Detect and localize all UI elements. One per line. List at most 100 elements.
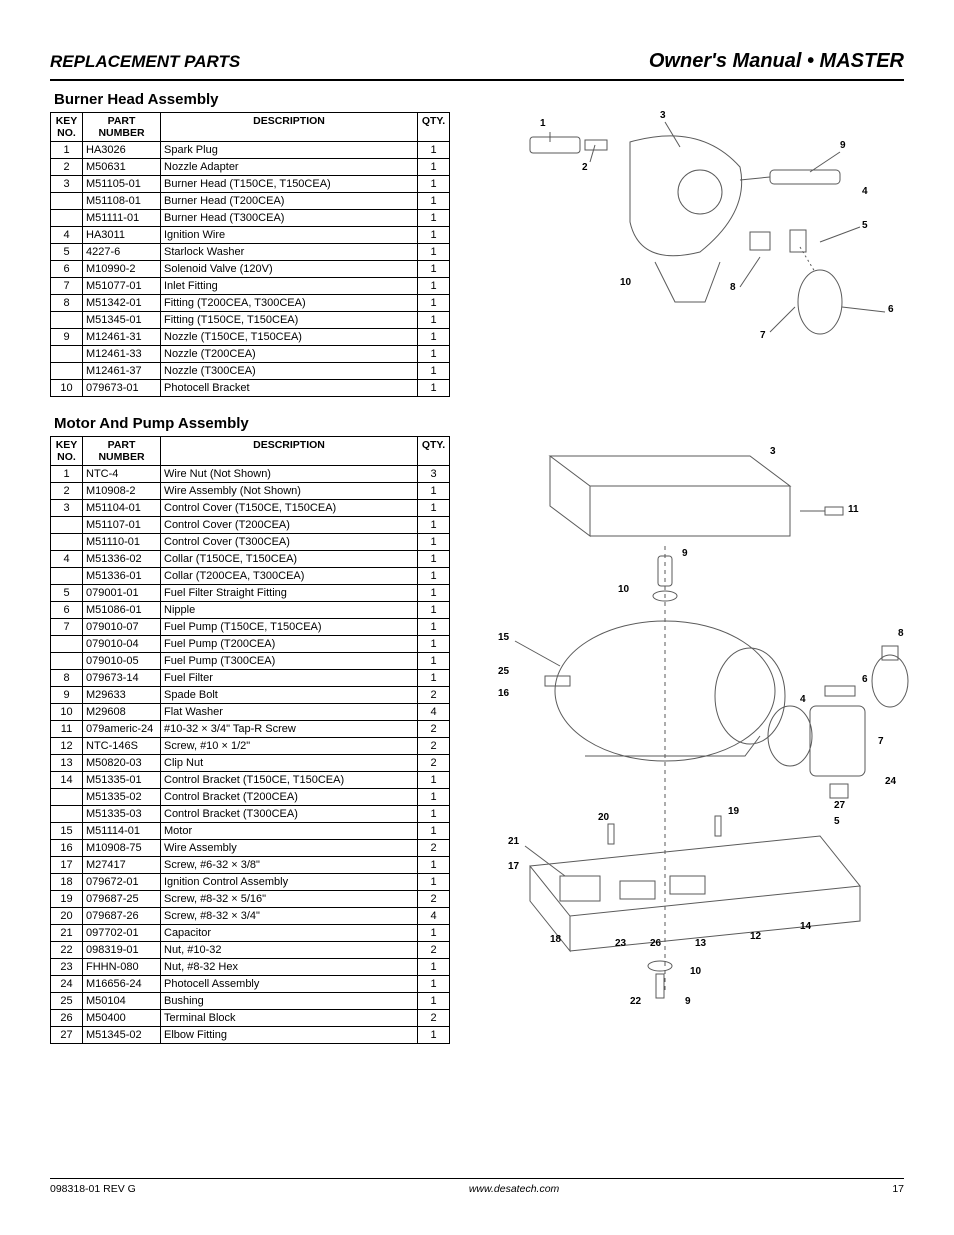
footer-right: 17 bbox=[892, 1183, 904, 1195]
table-cell: M51111-01 bbox=[83, 210, 161, 227]
table-cell: 2 bbox=[418, 891, 450, 908]
callout-4: 4 bbox=[862, 186, 868, 197]
table-cell: M50400 bbox=[83, 1010, 161, 1027]
table-cell: Ignition Wire bbox=[161, 227, 418, 244]
mcall-25: 25 bbox=[498, 666, 509, 677]
table-row: M12461-33Nozzle (T200CEA)1 bbox=[51, 346, 450, 363]
table-cell: 10 bbox=[51, 380, 83, 397]
table-cell: M51107-01 bbox=[83, 517, 161, 534]
callout-8: 8 bbox=[730, 282, 736, 293]
mcall-20: 20 bbox=[598, 812, 609, 823]
section-title-motor: Motor And Pump Assembly bbox=[54, 415, 904, 432]
burner-exploded-view: 1 2 3 9 4 5 6 7 8 10 bbox=[490, 112, 904, 392]
callout-6: 6 bbox=[888, 304, 894, 315]
table-cell: Photocell Bracket bbox=[161, 380, 418, 397]
table-cell: M51105-01 bbox=[83, 176, 161, 193]
table-cell: 1 bbox=[418, 159, 450, 176]
table-cell: Control Cover (T150CE, T150CEA) bbox=[161, 500, 418, 517]
table-cell: 23 bbox=[51, 959, 83, 976]
table-cell: 1 bbox=[418, 295, 450, 312]
table-cell: 1 bbox=[418, 227, 450, 244]
table-cell: M27417 bbox=[83, 857, 161, 874]
table-cell: 1 bbox=[418, 959, 450, 976]
table-cell: 1 bbox=[418, 568, 450, 585]
table-cell: Nozzle (T300CEA) bbox=[161, 363, 418, 380]
table-cell: M12461-37 bbox=[83, 363, 161, 380]
motor-parts-table: KEY NO. PART NUMBER DESCRIPTION QTY. 1NT… bbox=[50, 436, 450, 1044]
table-cell: 079687-26 bbox=[83, 908, 161, 925]
mcall-14: 14 bbox=[800, 921, 811, 932]
table-cell: 079010-04 bbox=[83, 636, 161, 653]
table-cell: Screw, #8-32 × 5/16" bbox=[161, 891, 418, 908]
table-cell: 1 bbox=[418, 789, 450, 806]
page-root: REPLACEMENT PARTS Owner's Manual • MASTE… bbox=[0, 0, 954, 1235]
table-cell: M10990-2 bbox=[83, 261, 161, 278]
mcall-19: 19 bbox=[728, 806, 739, 817]
table-cell: 24 bbox=[51, 976, 83, 993]
table-header-row: KEY NO. PART NUMBER DESCRIPTION QTY. bbox=[51, 113, 450, 142]
table-cell: 19 bbox=[51, 891, 83, 908]
table-cell: Control Cover (T300CEA) bbox=[161, 534, 418, 551]
table-cell: 11 bbox=[51, 721, 83, 738]
table-cell: 1 bbox=[418, 976, 450, 993]
footer-left: 098318-01 REV G bbox=[50, 1183, 136, 1195]
table-cell: 079673-14 bbox=[83, 670, 161, 687]
table-row: 4M51336-02Collar (T150CE, T150CEA)1 bbox=[51, 551, 450, 568]
table-cell: Clip Nut bbox=[161, 755, 418, 772]
table-cell: Nozzle (T150CE, T150CEA) bbox=[161, 329, 418, 346]
table-cell: HA3026 bbox=[83, 142, 161, 159]
table-cell: Nut, #10-32 bbox=[161, 942, 418, 959]
mcall-11: 11 bbox=[848, 504, 859, 515]
table-row: 5079001-01Fuel Filter Straight Fitting1 bbox=[51, 585, 450, 602]
table-cell: 5 bbox=[51, 585, 83, 602]
callout-7: 7 bbox=[760, 330, 766, 341]
table-cell: Burner Head (T150CE, T150CEA) bbox=[161, 176, 418, 193]
table-header-row: KEY NO. PART NUMBER DESCRIPTION QTY. bbox=[51, 437, 450, 466]
table-row: 27M51345-02Elbow Fitting1 bbox=[51, 1027, 450, 1044]
col-qty: QTY. bbox=[418, 437, 450, 466]
mcall-23: 23 bbox=[615, 938, 626, 949]
table-cell: 25 bbox=[51, 993, 83, 1010]
table-cell: M12461-31 bbox=[83, 329, 161, 346]
table-row: 11079americ-24#10-32 × 3/4" Tap-R Screw2 bbox=[51, 721, 450, 738]
table-row: 4HA3011Ignition Wire1 bbox=[51, 227, 450, 244]
table-cell: 9 bbox=[51, 329, 83, 346]
table-row: 26M50400Terminal Block2 bbox=[51, 1010, 450, 1027]
table-row: 10M29608Flat Washer4 bbox=[51, 704, 450, 721]
table-row: M51335-03Control Bracket (T300CEA)1 bbox=[51, 806, 450, 823]
motor-table-wrap: KEY NO. PART NUMBER DESCRIPTION QTY. 1NT… bbox=[50, 436, 450, 1044]
table-cell: 2 bbox=[418, 738, 450, 755]
table-cell: 1 bbox=[418, 993, 450, 1010]
table-cell: Spade Bolt bbox=[161, 687, 418, 704]
col-part: PART NUMBER bbox=[83, 113, 161, 142]
table-cell bbox=[51, 346, 83, 363]
motor-diagram-wrap: 3 11 9 10 15 25 16 8 6 4 7 24 27 5 20 19… bbox=[490, 436, 904, 1026]
table-cell: 079001-01 bbox=[83, 585, 161, 602]
table-cell: 1 bbox=[418, 806, 450, 823]
table-cell: 6 bbox=[51, 602, 83, 619]
table-cell: Nipple bbox=[161, 602, 418, 619]
table-cell: 1 bbox=[418, 1027, 450, 1044]
callout-3: 3 bbox=[660, 110, 666, 121]
table-row: M51108-01Burner Head (T200CEA)1 bbox=[51, 193, 450, 210]
mcall-26: 26 bbox=[650, 938, 661, 949]
mcall-12: 12 bbox=[750, 931, 761, 942]
burner-diagram-wrap: 1 2 3 9 4 5 6 7 8 10 bbox=[490, 112, 904, 392]
table-cell: 1 bbox=[418, 363, 450, 380]
mcall-27: 27 bbox=[834, 800, 845, 811]
table-cell: 1 bbox=[418, 483, 450, 500]
table-cell: Photocell Assembly bbox=[161, 976, 418, 993]
table-cell: 4227-6 bbox=[83, 244, 161, 261]
table-cell: M51336-01 bbox=[83, 568, 161, 585]
mcall-13: 13 bbox=[695, 938, 706, 949]
table-row: 54227-6Starlock Washer1 bbox=[51, 244, 450, 261]
table-cell: Fitting (T200CEA, T300CEA) bbox=[161, 295, 418, 312]
table-cell: 079672-01 bbox=[83, 874, 161, 891]
table-cell: 13 bbox=[51, 755, 83, 772]
table-cell: Fuel Pump (T150CE, T150CEA) bbox=[161, 619, 418, 636]
mcall-16: 16 bbox=[498, 688, 509, 699]
table-cell: 20 bbox=[51, 908, 83, 925]
table-row: M51110-01Control Cover (T300CEA)1 bbox=[51, 534, 450, 551]
table-cell: M16656-24 bbox=[83, 976, 161, 993]
table-cell: 6 bbox=[51, 261, 83, 278]
